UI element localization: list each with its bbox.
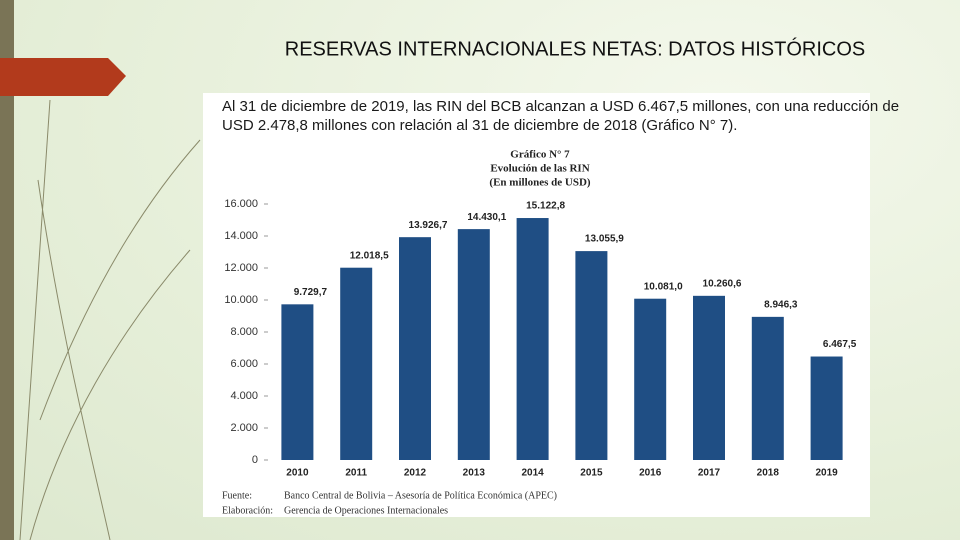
bar bbox=[575, 251, 608, 460]
bar bbox=[516, 218, 549, 460]
chart-unit: (En millones de USD) bbox=[489, 177, 590, 189]
value-label: 10.081,0 bbox=[644, 281, 683, 292]
bar bbox=[693, 295, 725, 460]
bar bbox=[281, 304, 314, 460]
chart-title: Gráfico N° 7 bbox=[510, 149, 570, 161]
y-tick-label: 12.000 bbox=[224, 262, 258, 274]
x-tick-label: 2013 bbox=[463, 468, 486, 479]
bar bbox=[399, 237, 431, 460]
value-label: 9.729,7 bbox=[294, 287, 328, 298]
value-label: 6.467,5 bbox=[823, 339, 857, 350]
value-label: 12.018,5 bbox=[350, 250, 389, 261]
x-tick-label: 2016 bbox=[639, 468, 662, 479]
x-tick-label: 2011 bbox=[345, 468, 367, 479]
intro-line: USD 2.478,8 millones con relación al 31 … bbox=[222, 117, 737, 134]
side-strip bbox=[0, 0, 14, 540]
source-text: Gerencia de Operaciones Internacionales bbox=[284, 505, 448, 516]
bar bbox=[751, 316, 784, 460]
bar bbox=[457, 229, 490, 460]
y-tick-label: 10.000 bbox=[224, 294, 258, 306]
x-tick-label: 2015 bbox=[580, 468, 603, 479]
x-tick-label: 2017 bbox=[698, 468, 721, 479]
intro-line: Al 31 de diciembre de 2019, las RIN del … bbox=[222, 98, 899, 115]
value-label: 10.260,6 bbox=[703, 278, 742, 289]
y-tick-label: 4.000 bbox=[230, 390, 258, 402]
slide-title: RESERVAS INTERNACIONALES NETAS: DATOS HI… bbox=[285, 37, 866, 60]
y-tick-label: 2.000 bbox=[230, 422, 258, 434]
y-tick-label: 16.000 bbox=[224, 198, 258, 210]
source-text: Banco Central de Bolivia – Asesoría de P… bbox=[284, 490, 557, 501]
x-tick-label: 2018 bbox=[757, 468, 780, 479]
x-tick-label: 2019 bbox=[815, 468, 838, 479]
y-tick-label: 14.000 bbox=[224, 230, 258, 242]
chart-subtitle: Evolución de las RIN bbox=[490, 163, 589, 175]
value-label: 14.430,1 bbox=[467, 212, 506, 223]
source-label: Fuente: bbox=[222, 490, 252, 501]
value-label: 13.926,7 bbox=[409, 220, 448, 231]
value-label: 15.122,8 bbox=[526, 201, 565, 212]
bar bbox=[634, 298, 667, 460]
source-label: Elaboración: bbox=[222, 505, 273, 516]
title-arrow bbox=[0, 58, 126, 96]
y-tick-label: 6.000 bbox=[230, 358, 258, 370]
bar bbox=[810, 356, 843, 460]
decor-lines bbox=[19, 99, 201, 540]
x-tick-label: 2010 bbox=[286, 468, 309, 479]
x-tick-label: 2012 bbox=[404, 468, 427, 479]
x-tick-label: 2014 bbox=[521, 468, 544, 479]
value-label: 13.055,9 bbox=[585, 234, 624, 245]
y-tick-label: 0 bbox=[252, 454, 258, 466]
y-tick-label: 8.000 bbox=[230, 326, 258, 338]
bar bbox=[340, 267, 373, 460]
value-label: 8.946,3 bbox=[764, 299, 798, 310]
